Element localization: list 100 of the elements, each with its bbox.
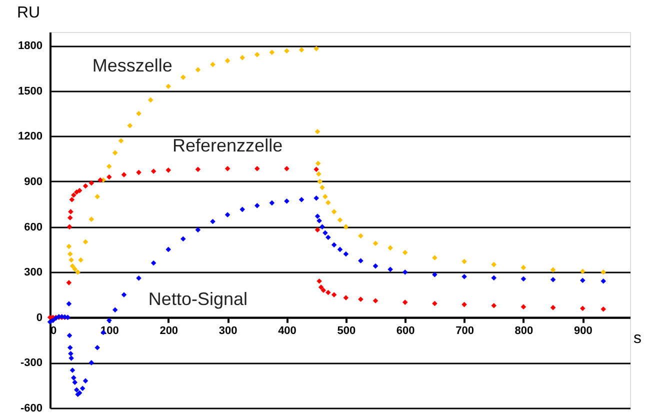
point bbox=[72, 380, 78, 385]
point bbox=[462, 274, 467, 280]
point bbox=[88, 180, 94, 186]
point bbox=[600, 278, 606, 284]
series-label: Messzelle bbox=[92, 55, 172, 76]
x-tick-label: 800 bbox=[514, 324, 534, 337]
point bbox=[112, 307, 118, 312]
point bbox=[331, 242, 337, 248]
y-tick-label: -600 bbox=[20, 402, 42, 414]
point bbox=[127, 122, 133, 128]
point bbox=[88, 360, 94, 366]
point bbox=[254, 203, 260, 208]
x-tick-label: 900 bbox=[574, 324, 592, 337]
point bbox=[491, 302, 497, 308]
x-axis-title: s bbox=[634, 330, 642, 347]
point bbox=[550, 304, 556, 310]
point bbox=[195, 166, 201, 172]
point bbox=[343, 224, 349, 230]
point bbox=[66, 280, 72, 286]
point bbox=[550, 267, 556, 272]
point bbox=[358, 296, 364, 302]
point bbox=[314, 46, 319, 52]
y-axis-title: RU bbox=[16, 4, 40, 22]
point bbox=[388, 266, 393, 272]
point bbox=[326, 290, 331, 296]
point bbox=[254, 52, 260, 58]
y-tick-label: 1800 bbox=[18, 40, 42, 52]
point bbox=[402, 250, 408, 256]
point bbox=[67, 215, 73, 220]
point bbox=[314, 166, 319, 172]
point bbox=[314, 195, 319, 201]
point bbox=[166, 84, 172, 90]
point bbox=[150, 260, 156, 266]
point bbox=[343, 251, 349, 257]
point bbox=[180, 236, 186, 242]
point bbox=[106, 174, 112, 180]
point bbox=[269, 50, 275, 56]
point bbox=[358, 233, 364, 238]
point bbox=[337, 246, 343, 252]
y-tick-label: -300 bbox=[20, 357, 42, 370]
point bbox=[70, 263, 76, 269]
point bbox=[520, 264, 526, 270]
y-tick-label: 1500 bbox=[18, 85, 42, 98]
point bbox=[240, 55, 245, 60]
point bbox=[520, 276, 526, 282]
x-tick-label: 300 bbox=[218, 324, 238, 337]
point bbox=[580, 278, 586, 284]
point bbox=[148, 97, 154, 103]
point bbox=[240, 206, 245, 212]
point bbox=[284, 198, 290, 204]
point bbox=[82, 239, 88, 245]
point bbox=[75, 269, 80, 275]
point bbox=[320, 288, 326, 293]
point bbox=[80, 386, 86, 392]
point bbox=[94, 194, 100, 200]
x-tick-label: 400 bbox=[278, 324, 296, 337]
series-label: Referenzzelle bbox=[172, 136, 283, 156]
point bbox=[68, 356, 74, 361]
point bbox=[580, 306, 586, 311]
point bbox=[316, 278, 322, 284]
point bbox=[432, 255, 438, 260]
point bbox=[322, 230, 328, 236]
point bbox=[71, 375, 76, 380]
point bbox=[269, 200, 275, 206]
point bbox=[491, 275, 497, 280]
point bbox=[317, 178, 323, 184]
point bbox=[316, 171, 322, 177]
point bbox=[76, 188, 82, 194]
point bbox=[50, 318, 56, 324]
point bbox=[388, 245, 393, 251]
point bbox=[432, 272, 438, 278]
x-tick-label: 600 bbox=[396, 324, 415, 337]
point bbox=[67, 251, 73, 257]
point bbox=[402, 269, 408, 275]
point bbox=[284, 166, 290, 172]
point bbox=[337, 217, 343, 223]
point bbox=[166, 246, 172, 252]
y-tick-label: 0 bbox=[36, 312, 42, 324]
point bbox=[195, 227, 201, 232]
point bbox=[331, 209, 337, 214]
point bbox=[298, 196, 304, 202]
point bbox=[320, 224, 325, 230]
y-tick-label: 900 bbox=[24, 176, 42, 188]
point bbox=[254, 166, 260, 172]
point bbox=[316, 218, 322, 224]
x-tick-label: 700 bbox=[456, 324, 474, 337]
point bbox=[94, 344, 100, 350]
point bbox=[69, 196, 75, 202]
point bbox=[68, 350, 74, 356]
point bbox=[326, 200, 331, 206]
point bbox=[224, 166, 230, 172]
x-tick-label: 500 bbox=[337, 324, 356, 337]
point bbox=[166, 168, 172, 173]
point bbox=[358, 258, 364, 264]
point bbox=[66, 332, 72, 338]
point bbox=[82, 183, 88, 189]
point bbox=[72, 266, 78, 272]
point bbox=[71, 192, 76, 198]
point bbox=[66, 301, 72, 306]
series-label: Netto-Signal bbox=[148, 288, 248, 309]
